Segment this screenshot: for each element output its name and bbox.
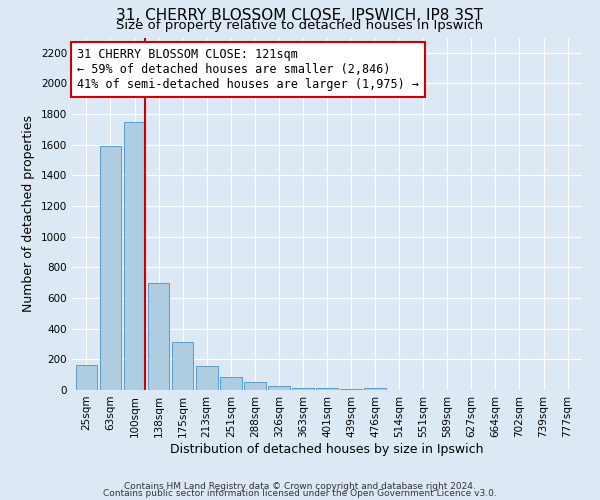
Text: Size of property relative to detached houses in Ipswich: Size of property relative to detached ho… <box>116 19 484 32</box>
Bar <box>148 282 169 390</box>
Bar <box>316 388 338 390</box>
Bar <box>124 122 145 390</box>
Bar <box>196 366 218 390</box>
Bar <box>100 146 121 390</box>
Text: Contains public sector information licensed under the Open Government Licence v3: Contains public sector information licen… <box>103 489 497 498</box>
Bar <box>268 386 290 390</box>
Text: 31, CHERRY BLOSSOM CLOSE, IPSWICH, IP8 3ST: 31, CHERRY BLOSSOM CLOSE, IPSWICH, IP8 3… <box>116 8 484 22</box>
Text: Contains HM Land Registry data © Crown copyright and database right 2024.: Contains HM Land Registry data © Crown c… <box>124 482 476 491</box>
Bar <box>292 388 314 390</box>
Bar <box>364 388 386 390</box>
Bar <box>340 389 362 390</box>
Y-axis label: Number of detached properties: Number of detached properties <box>22 116 35 312</box>
Bar <box>220 377 242 390</box>
Text: 31 CHERRY BLOSSOM CLOSE: 121sqm
← 59% of detached houses are smaller (2,846)
41%: 31 CHERRY BLOSSOM CLOSE: 121sqm ← 59% of… <box>77 48 419 91</box>
Bar <box>76 366 97 390</box>
Bar <box>172 342 193 390</box>
Bar <box>244 382 266 390</box>
X-axis label: Distribution of detached houses by size in Ipswich: Distribution of detached houses by size … <box>170 442 484 456</box>
